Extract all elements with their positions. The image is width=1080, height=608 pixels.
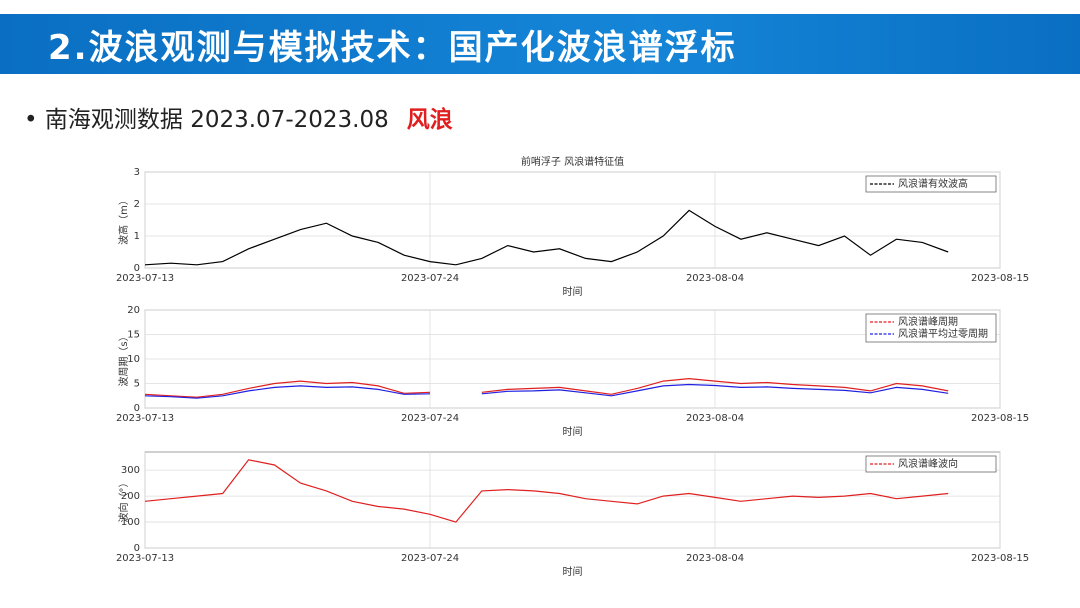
legend-label: 风浪谱峰周期	[898, 315, 958, 328]
x-tick-label: 2023-07-13	[116, 273, 174, 284]
legend-box	[865, 455, 997, 473]
legend-label: 风浪谱有效波高	[898, 177, 968, 190]
y-axis-label: 波向（°）	[117, 478, 130, 523]
x-tick-label: 2023-08-04	[686, 273, 744, 284]
x-axis-label: 时间	[563, 285, 583, 298]
legend-label: 风浪谱峰波向	[898, 457, 958, 470]
y-tick-label: 0	[134, 263, 140, 274]
chart-title: 前哨浮子 风浪谱特征值	[521, 155, 624, 168]
y-tick-label: 15	[127, 330, 140, 341]
x-axis-label: 时间	[563, 425, 583, 438]
series-line	[144, 377, 949, 398]
x-tick-label: 2023-07-13	[116, 413, 174, 424]
y-tick-label: 0	[134, 403, 140, 414]
x-tick-label: 2023-08-15	[971, 413, 1029, 424]
y-tick-label: 3	[134, 167, 140, 178]
highlight: 风浪	[406, 107, 453, 133]
legend-box	[865, 175, 997, 193]
x-tick-label: 2023-08-04	[686, 413, 744, 424]
x-tick-label: 2023-07-24	[401, 413, 459, 424]
bullet: • 南海观测数据 2023.07-2023.08 风浪	[24, 107, 453, 133]
x-tick-label: 2023-07-13	[116, 553, 174, 564]
x-tick-label: 2023-07-24	[401, 553, 459, 564]
legend-box	[865, 313, 997, 343]
y-tick-label: 100	[121, 517, 140, 528]
x-tick-label: 2023-07-24	[401, 273, 459, 284]
bullet-text: 南海观测数据 2023.07-2023.08	[44, 107, 389, 133]
y-tick-label: 300	[121, 465, 140, 476]
y-tick-label: 1	[134, 231, 140, 242]
y-axis-label: 波高（m）	[117, 195, 130, 245]
x-tick-label: 2023-08-15	[971, 553, 1029, 564]
y-tick-label: 20	[127, 305, 140, 316]
x-axis-label: 时间	[563, 565, 583, 578]
slide-title: 2.波浪观测与模拟技术：国产化波浪谱浮标	[48, 28, 737, 68]
x-tick-label: 2023-08-04	[686, 553, 744, 564]
y-tick-label: 0	[134, 543, 140, 554]
series-line	[144, 459, 949, 523]
header-bar: 2.波浪观测与模拟技术：国产化波浪谱浮标	[0, 14, 1080, 74]
x-tick-label: 2023-08-15	[971, 273, 1029, 284]
y-tick-label: 2	[134, 199, 140, 210]
y-tick-label: 200	[121, 491, 140, 502]
y-tick-label: 10	[127, 354, 140, 365]
y-axis-label: 波周期（s）	[117, 331, 130, 386]
y-tick-label: 5	[134, 379, 140, 390]
series-line	[144, 383, 949, 399]
legend-label: 风浪谱平均过零周期	[898, 327, 988, 340]
series-line	[144, 209, 949, 266]
